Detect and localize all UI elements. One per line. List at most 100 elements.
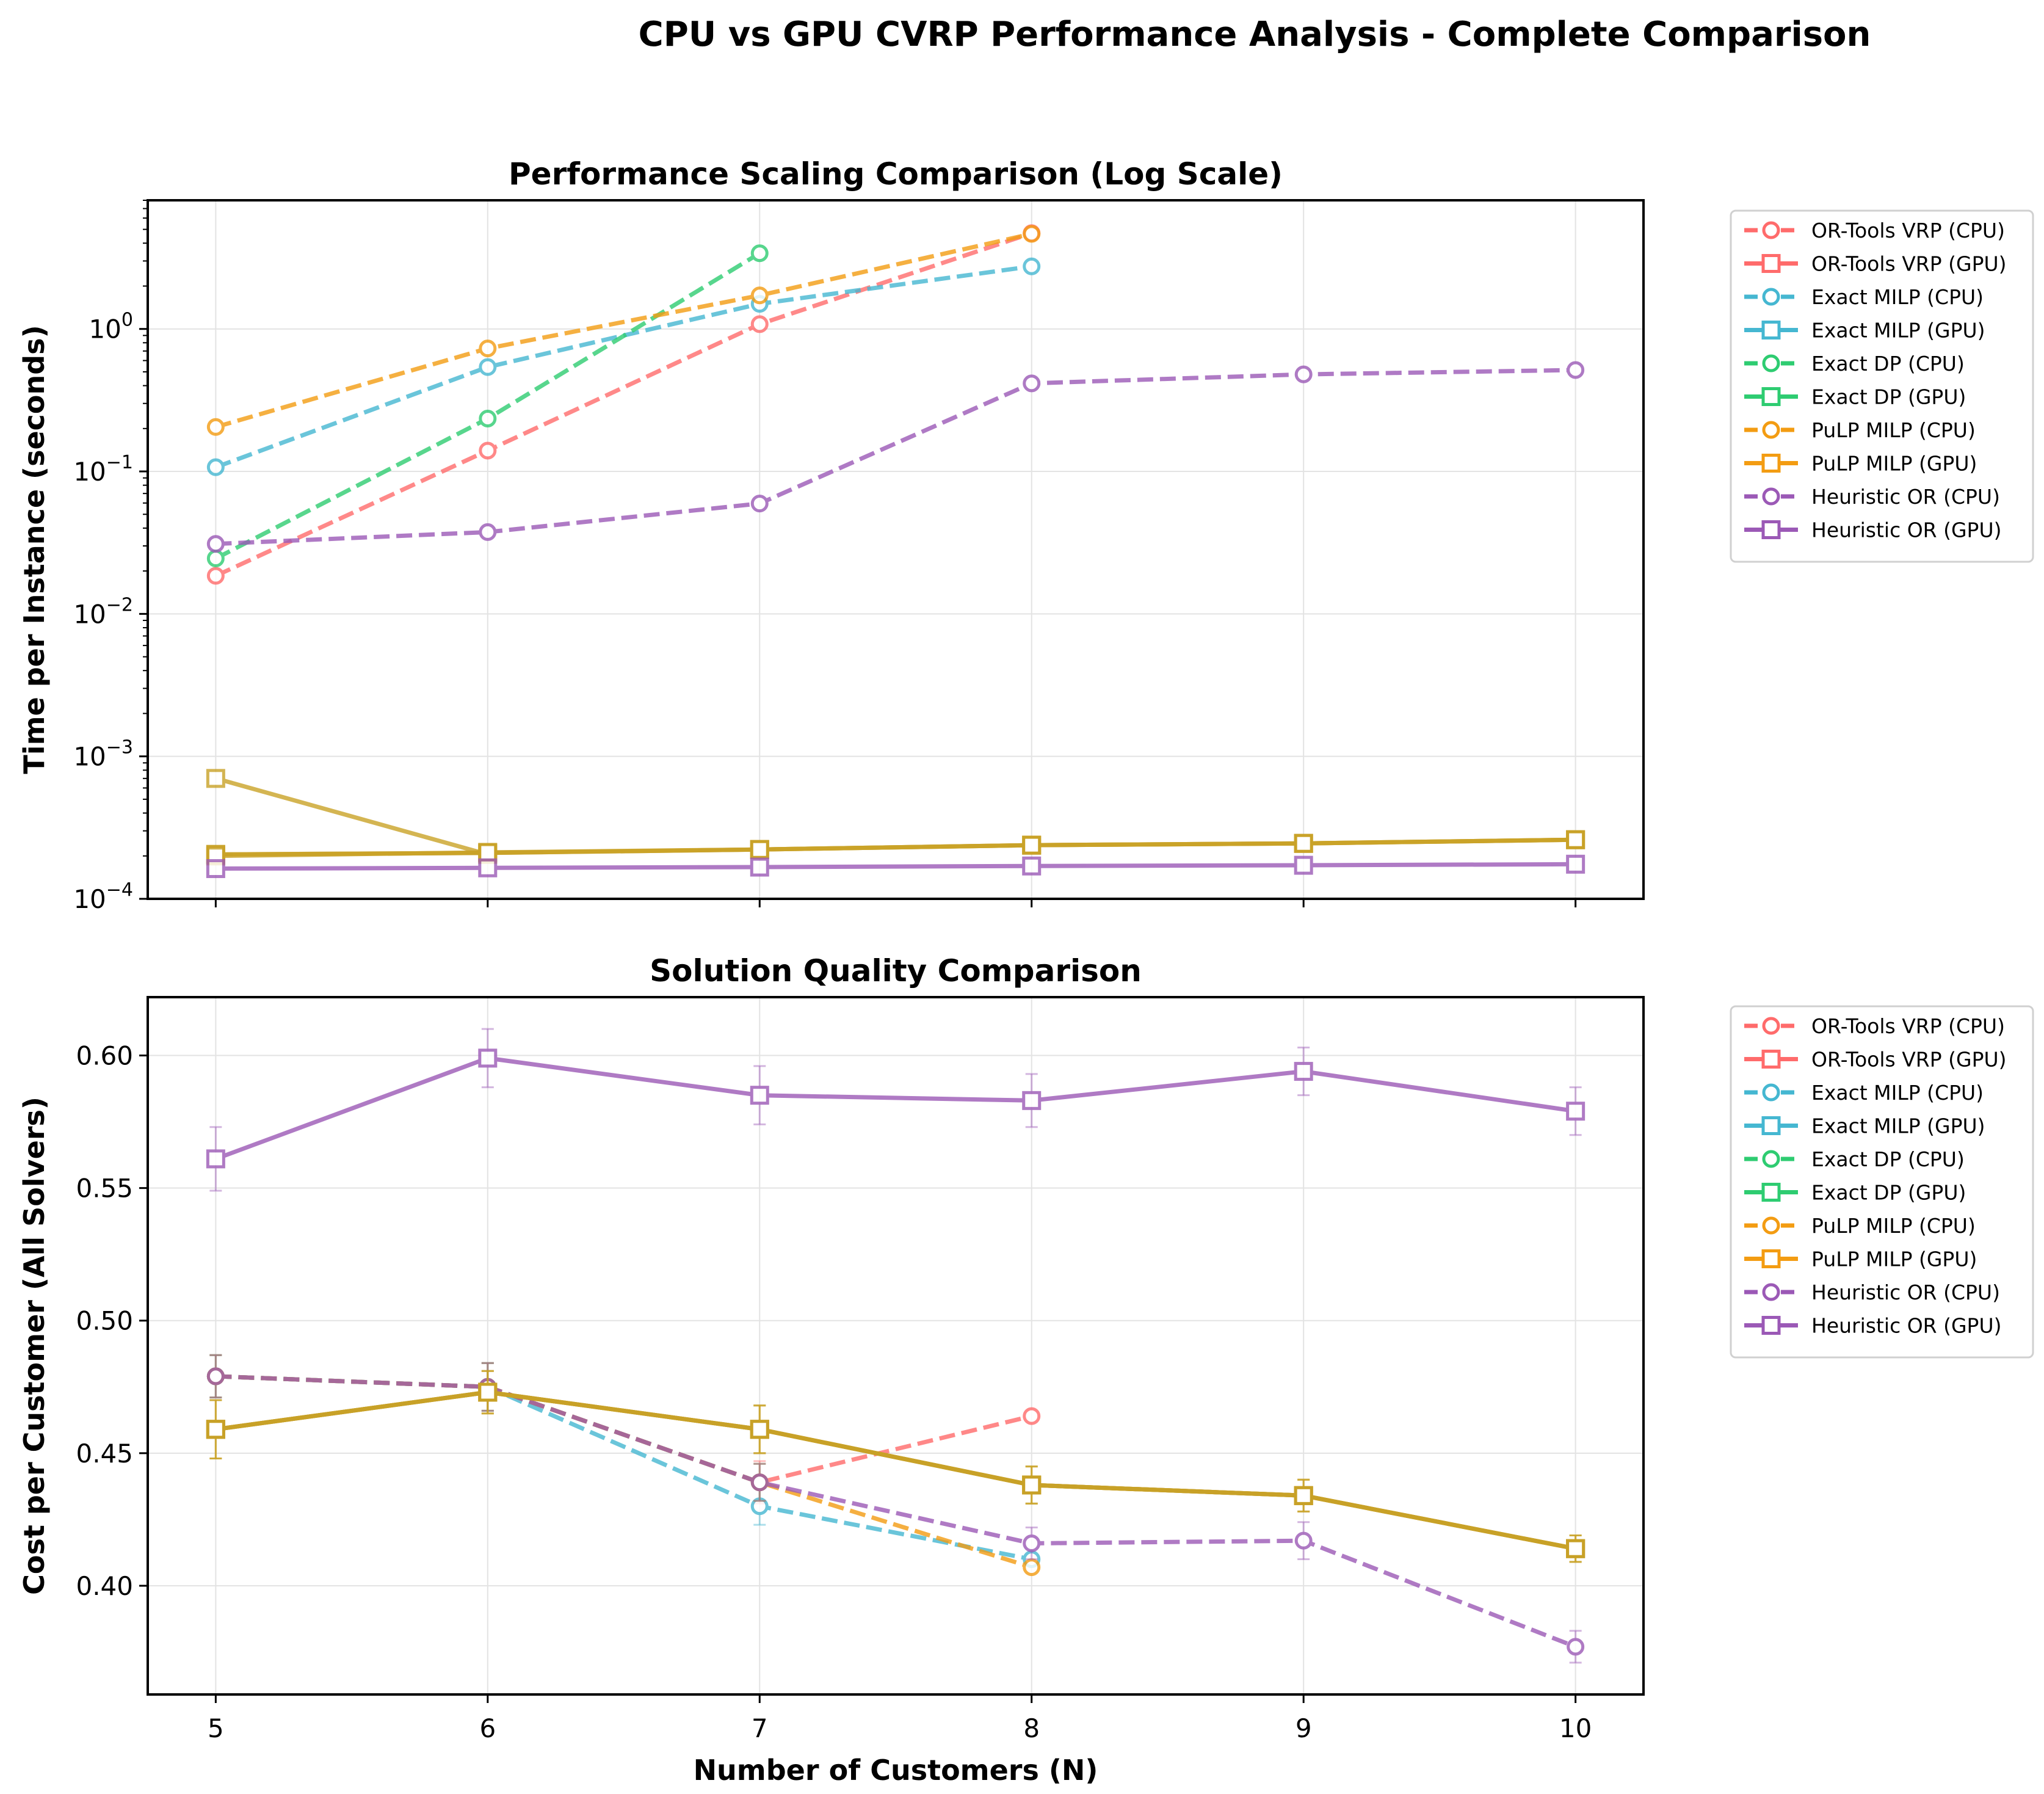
legend-marker: [1761, 1249, 1781, 1268]
data-point: [750, 840, 769, 859]
legend-entry: OR-Tools VRP (CPU): [1744, 219, 2005, 242]
legend-marker: [1761, 1316, 1781, 1335]
data-point: [1022, 1475, 1042, 1495]
data-point: [478, 1048, 498, 1068]
data-point: [1566, 830, 1586, 849]
series-line: [216, 1374, 1576, 1649]
legend-marker: [1761, 321, 1781, 340]
data-point: [1023, 1534, 1041, 1552]
perf-series: [206, 224, 1586, 878]
x-tick-label: 7: [752, 1713, 768, 1743]
series-pulp-milp-cpu: [206, 225, 1041, 436]
series-heuristic-or-cpu: [206, 1354, 1585, 1664]
legend-entry: Exact MILP (GPU): [1744, 319, 1985, 343]
legend-label: OR-Tools VRP (CPU): [1811, 1014, 2005, 1038]
legend-label: Exact MILP (CPU): [1811, 285, 1984, 309]
legend-marker: [1761, 387, 1781, 406]
data-point: [750, 857, 769, 877]
data-point: [1566, 1102, 1586, 1121]
y-tick-label: 100: [89, 310, 133, 344]
legend-entry: PuLP MILP (GPU): [1744, 452, 1977, 476]
series-heuristic-or-gpu: [206, 854, 1586, 878]
x-tick-label: 5: [208, 1713, 224, 1743]
legend-entry: Heuristic OR (GPU): [1744, 518, 2001, 542]
perf-chart-title: Performance Scaling Comparison (Log Scal…: [509, 156, 1283, 192]
quality-legend: OR-Tools VRP (CPU) OR-Tools VRP (GPU) Exac…: [1730, 1005, 2034, 1359]
legend-marker: [1762, 1150, 1780, 1168]
data-point: [206, 418, 225, 436]
quality-series: [206, 1028, 1586, 1664]
legend-entry: Exact MILP (CPU): [1744, 285, 1984, 309]
series-exact-dp-cpu: [206, 244, 769, 568]
legend-entry: Exact DP (GPU): [1744, 385, 1966, 409]
solution-quality-chart: 5 6 7 8 9 10 0.40 0.45 0.50 0.55 0.60 Solution Qual…: [18, 953, 2034, 1787]
quality-x-axis-label: Number of Customers (N): [694, 1754, 1098, 1787]
data-point: [1294, 365, 1313, 383]
legend-marker: [1762, 1283, 1780, 1301]
legend-marker: [1761, 520, 1781, 539]
data-point: [1294, 833, 1313, 853]
series-heuristic-or-cpu: [206, 361, 1585, 553]
data-point: [206, 1367, 225, 1385]
legend-label: Exact DP (GPU): [1811, 385, 1966, 409]
data-point: [206, 550, 225, 568]
legend-entry: Exact MILP (GPU): [1744, 1114, 1985, 1138]
perf-x-ticks: [214, 899, 1577, 907]
legend-marker: [1762, 354, 1780, 372]
legend-label: PuLP MILP (GPU): [1811, 452, 1977, 476]
legend-label: OR-Tools VRP (GPU): [1811, 252, 2007, 276]
series-line: [216, 368, 1576, 547]
legend-entry: Exact DP (GPU): [1744, 1181, 1966, 1205]
legend-entry: Exact DP (CPU): [1744, 1147, 1965, 1171]
series-line: [216, 837, 1576, 859]
legend-label: PuLP MILP (CPU): [1811, 1214, 1976, 1238]
legend-marker: [1762, 421, 1780, 439]
legend-label: PuLP MILP (GPU): [1811, 1247, 1977, 1271]
legend-marker: [1762, 288, 1780, 306]
y-tick-label: 0.50: [76, 1306, 133, 1336]
legend-entry: OR-Tools VRP (GPU): [1744, 1048, 2007, 1072]
quality-y-ticks: 0.40 0.45 0.50 0.55 0.60: [76, 1041, 148, 1601]
data-point: [478, 843, 498, 862]
data-point: [750, 286, 769, 305]
series-line: [214, 231, 1032, 578]
data-point: [1023, 1558, 1041, 1577]
legend-label: Exact DP (CPU): [1811, 1147, 1965, 1171]
series-heuristic-or-gpu: [206, 1028, 1586, 1192]
legend-entry: PuLP MILP (CPU): [1744, 1214, 1976, 1238]
data-point: [1023, 1407, 1041, 1425]
data-point: [479, 409, 497, 427]
perf-legend: OR-Tools VRP (CPU) OR-Tools VRP (GPU) Exac…: [1730, 209, 2034, 563]
legend-entry: Heuristic OR (GPU): [1744, 1314, 2001, 1338]
legend-label: Heuristic OR (GPU): [1811, 518, 2001, 542]
x-tick-label: 8: [1023, 1713, 1040, 1743]
x-tick-label: 10: [1559, 1713, 1592, 1743]
legend-marker: [1761, 254, 1781, 273]
x-tick-label: 9: [1296, 1713, 1312, 1743]
legend-label: OR-Tools VRP (CPU): [1811, 219, 2005, 242]
series-line: [215, 776, 488, 857]
perf-y-ticks: 10−4 10−3 10−2 10−1 100: [73, 200, 148, 914]
legend-marker: [1761, 1050, 1781, 1069]
data-point: [479, 523, 497, 541]
legend-marker: [1762, 487, 1780, 506]
data-point: [478, 858, 498, 877]
perf-axes-frame: [147, 199, 1645, 900]
legend-label: OR-Tools VRP (GPU): [1811, 1048, 2007, 1072]
legend-label: Heuristic OR (GPU): [1811, 1314, 2001, 1338]
legend-marker: [1761, 1116, 1781, 1135]
legend-label: Exact MILP (GPU): [1811, 1114, 1985, 1138]
legend-label: Heuristic OR (CPU): [1811, 1280, 2000, 1304]
data-point: [1567, 1638, 1585, 1656]
perf-y-axis-label: Time per Instance (seconds): [18, 325, 51, 774]
data-point: [1022, 1091, 1042, 1110]
data-point: [750, 1086, 769, 1105]
data-point: [206, 1149, 225, 1169]
data-point: [1566, 854, 1586, 874]
legend-entry: PuLP MILP (GPU): [1744, 1247, 1977, 1271]
y-tick-label: 10−3: [73, 737, 133, 772]
data-point: [1294, 855, 1313, 875]
series-line: [215, 1390, 1576, 1551]
